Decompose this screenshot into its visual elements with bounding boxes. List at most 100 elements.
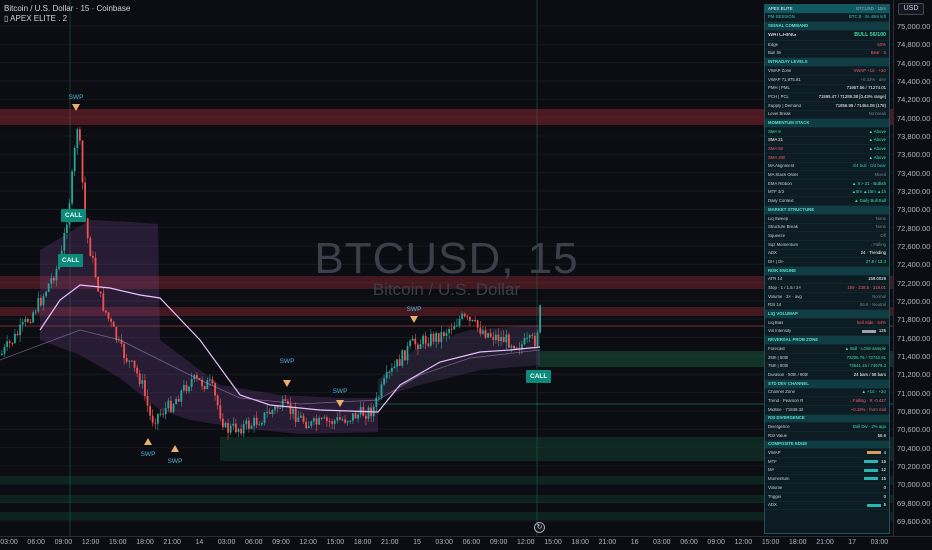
panel-row-label: Trend · Pearson R xyxy=(768,398,804,403)
panel-row-label: Sqz Momentum xyxy=(768,242,799,247)
panel-row-value: Mixed xyxy=(875,172,886,177)
panel-row: SMA 9 ▲ Above xyxy=(765,128,889,137)
symbol-legend[interactable]: Bitcoin / U.S. Dollar · 15 · Coinbase ▯ … xyxy=(4,4,130,24)
time-axis[interactable]: 03:00 06:00 09:00 12:00 15:00 18:00 21:00 14 03:… xyxy=(0,536,932,550)
panel-section-header: STD DEV CHANNEL xyxy=(765,379,889,389)
candle-body xyxy=(336,417,339,421)
panel-row-value-text: 12 xyxy=(881,467,886,473)
candle-body xyxy=(323,417,326,419)
panel-row-value-text: Off xyxy=(880,232,886,238)
candle-body xyxy=(463,313,466,317)
panel-row-label: Squeeze xyxy=(768,233,785,238)
candle-body xyxy=(393,366,396,368)
candle-body xyxy=(97,277,99,292)
panel-row-value: 125 xyxy=(861,328,886,334)
candle-body xyxy=(255,417,258,425)
candle-body xyxy=(214,383,216,396)
candle-body xyxy=(198,378,201,380)
panel-row-value: None xyxy=(875,215,886,221)
candle-body xyxy=(437,333,440,343)
panel-row-label: 25th | 50th xyxy=(768,355,789,360)
panel-row-value: 4/4 bull · 0/4 bear xyxy=(853,164,886,168)
panel-row: MA Stack Order Mixed xyxy=(765,171,889,181)
panel-row-value-text: ▲ Above xyxy=(868,128,886,134)
candle-body xyxy=(16,333,19,336)
panel-row-value-text: 15 xyxy=(881,458,886,464)
panel-row-value-text: ▲ Bull · LOW sample xyxy=(844,345,886,351)
price-tick-label: 73,200.00 xyxy=(897,186,931,196)
symbol-title[interactable]: Bitcoin / U.S. Dollar · 15 · Coinbase xyxy=(4,4,131,13)
candle-body xyxy=(170,400,172,412)
scroll-to-realtime-icon[interactable]: ↻ xyxy=(534,522,545,533)
panel-row-label: MTF 3/3 xyxy=(768,190,784,195)
panel-row-value-text: ▲ +1σ · +2σ xyxy=(861,389,886,395)
candle-body xyxy=(222,418,224,428)
panel-section-header: SIGNAL COMMAND xyxy=(765,22,889,32)
price-tick-label: 71,800.00 xyxy=(897,315,931,325)
panel-row-label: Liq Sweep xyxy=(768,216,789,221)
panel-row-value: +0.19% · from mid xyxy=(851,407,886,412)
panel-row-value-text: None xyxy=(875,215,886,221)
candle-body xyxy=(502,336,505,343)
time-tick-label: 09:00 xyxy=(54,539,73,546)
panel-row-value-text: 159.0029 xyxy=(868,276,886,282)
panel-section-header: RISK ENGINE xyxy=(765,266,889,276)
demand-zone xyxy=(0,495,893,503)
candle-body xyxy=(326,417,328,422)
candle-body xyxy=(284,399,287,401)
panel-row-label: DI+ | DI- xyxy=(768,259,785,264)
time-tick-label: 14 xyxy=(195,539,204,546)
candle-body xyxy=(146,395,149,406)
panel-row-value-text: ▲ 8 > 21 · Bullish xyxy=(852,180,886,186)
price-tick-label: 70,400.00 xyxy=(897,443,931,453)
panel-row-value-text: 125 xyxy=(878,328,886,334)
candle-body xyxy=(8,341,11,343)
swp-marker-label: SWP xyxy=(167,458,183,465)
candle-body xyxy=(476,320,479,328)
price-axis[interactable]: 75,000.00 74,800.00 74,600.00 74,400.00 74,2… xyxy=(893,0,932,536)
chart-pane[interactable]: Bitcoin / U.S. Dollar · 15 · Coinbase ▯ … xyxy=(0,0,893,536)
candle-body xyxy=(479,327,482,334)
candle-body xyxy=(294,408,297,422)
panel-row-value: ▲ Above xyxy=(869,138,886,142)
swp-up-triangle-icon xyxy=(144,438,152,445)
price-tick-label: 71,000.00 xyxy=(897,388,931,398)
candle-body xyxy=(115,326,118,341)
panel-row-value-text: Normal xyxy=(872,293,886,299)
panel-row: MA Alignment 4/4 bull · 0/4 bear xyxy=(765,163,889,172)
candle-body xyxy=(354,413,357,419)
swp-down-triangle-icon xyxy=(72,104,80,111)
candle-body xyxy=(378,397,380,399)
price-tick-label: 75,000.00 xyxy=(897,22,931,31)
panel-row: ADX 5 xyxy=(765,502,889,511)
candle-body xyxy=(40,298,42,306)
panel-row-label: MA Alignment xyxy=(768,164,795,169)
panel-row-value: 56.6 · Neutral xyxy=(860,303,886,307)
panel-session-row: PM SESSION BTC $ · 0s 49m left xyxy=(765,14,889,23)
candle-body xyxy=(515,347,518,349)
panel-row: ATR 14 159.0029 xyxy=(765,276,889,285)
indicator-legend[interactable]: ▯ APEX ELITE . 2 xyxy=(4,14,68,23)
panel-row: Channel Zone ▲ +1σ · +2σ xyxy=(765,389,889,398)
candle-body xyxy=(172,404,175,412)
score-bar xyxy=(866,451,881,455)
candle-body xyxy=(302,415,305,422)
currency-button[interactable]: USD xyxy=(898,3,924,15)
panel-row: Edge 50% xyxy=(765,41,889,50)
panel-row: MTF 15 xyxy=(765,458,889,467)
candle-body xyxy=(92,256,94,258)
candle-body xyxy=(315,418,318,425)
price-tick-label: 70,800.00 xyxy=(897,406,931,416)
candle-body xyxy=(177,398,180,402)
panel-row: Level Break No break xyxy=(765,111,889,120)
time-tick-label: 16 xyxy=(630,539,639,546)
candle-body xyxy=(79,129,81,141)
panel-row: Trend · Pearson R ↓ Falling · R -0.427 xyxy=(765,397,889,406)
price-tick-label: 74,600.00 xyxy=(897,58,931,68)
price-tick-label: 70,200.00 xyxy=(897,461,931,471)
time-tick-label: 18:00 xyxy=(353,539,372,546)
candle-body xyxy=(227,423,229,433)
panel-row-value: 72205.76 / 72742.81 xyxy=(847,355,886,360)
candle-body xyxy=(380,384,383,398)
